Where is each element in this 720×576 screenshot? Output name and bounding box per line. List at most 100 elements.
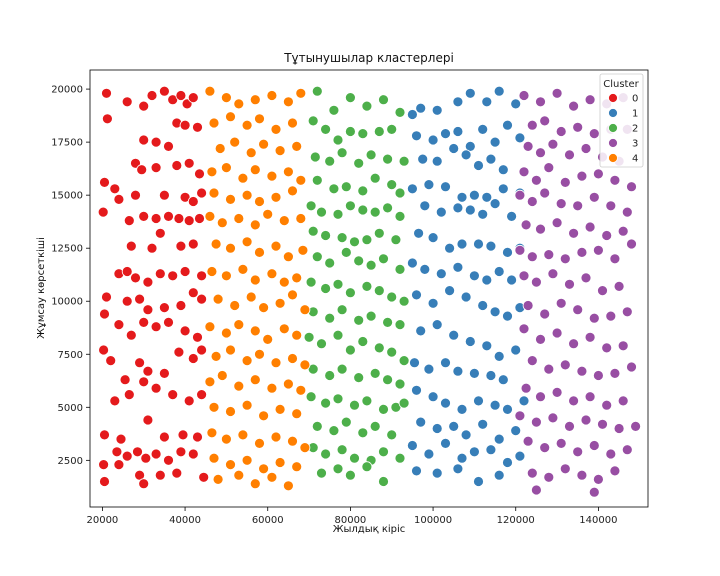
data-point [119,374,131,386]
data-point [568,227,579,239]
data-point [386,179,398,191]
data-point [409,357,420,369]
data-point [394,210,406,222]
data-point [183,157,195,169]
data-point [539,308,551,320]
data-point [373,126,385,137]
data-point [130,189,141,201]
data-point [311,85,323,97]
data-point [187,448,199,460]
data-point [539,442,551,454]
data-point [99,176,110,188]
data-point [208,401,220,413]
data-point [514,189,526,201]
data-point [158,302,170,314]
data-point [382,202,394,214]
data-point [361,234,373,246]
data-point [196,270,208,282]
data-point [493,350,505,362]
x-tick-label: 140000 [579,515,617,526]
data-point [204,210,216,222]
data-point [369,206,381,218]
data-point [340,416,352,428]
data-point [175,240,187,252]
data-point [411,130,422,142]
data-point [266,90,278,101]
data-point [187,92,199,103]
data-point [431,155,443,167]
data-point [398,295,410,307]
data-point [373,227,385,239]
data-point [460,429,472,441]
data-point [626,361,637,373]
x-tick-label: 100000 [414,515,452,526]
data-point [241,189,253,201]
data-point [361,395,373,407]
data-point [291,272,303,284]
data-point [522,140,534,152]
data-point [497,374,509,386]
data-point [282,480,294,492]
data-point [187,353,199,364]
data-point [125,329,137,341]
data-point [361,100,373,112]
data-point [353,372,365,384]
x-tick-label: 80000 [334,515,366,526]
data-point [382,153,394,165]
data-point [369,367,381,379]
data-point [142,365,154,377]
data-point [130,272,141,284]
data-point [206,266,218,277]
data-point [220,270,232,282]
data-point [427,391,439,403]
data-point [204,376,216,388]
x-tick-label: 120000 [497,515,535,526]
legend-entry-label: 2 [632,124,638,135]
data-point [320,283,332,294]
data-point [559,359,571,371]
data-point [311,251,323,263]
data-point [435,206,447,218]
legend-entry-label: 0 [632,94,638,105]
y-tick-label: 10000 [51,297,83,308]
legend-entry-label: 4 [632,154,638,165]
x-tick-label: 20000 [86,515,118,526]
data-point [206,427,218,439]
data-point [158,85,170,97]
data-point [109,395,121,407]
data-point [609,465,621,477]
data-point [452,126,464,137]
data-point [477,208,489,220]
data-point [576,469,588,481]
data-point [332,208,344,220]
data-point [121,295,133,307]
data-point [551,87,563,99]
data-point [229,300,241,311]
data-point [576,170,588,182]
data-point [194,213,205,224]
data-point [555,437,567,449]
data-point [502,457,513,468]
data-point [427,297,439,309]
data-point [241,119,253,131]
data-point [572,200,584,212]
legend-marker [608,123,618,133]
data-point [270,191,282,203]
data-point [526,355,538,367]
data-point [493,469,505,481]
y-tick-label: 12500 [51,244,83,255]
data-point [140,452,152,464]
data-point [406,109,418,120]
data-point [177,429,189,441]
data-point [531,416,542,428]
data-point [208,117,220,129]
data-point [369,420,381,432]
data-point [101,291,112,303]
data-point [584,94,596,106]
data-point [520,382,532,394]
data-point [464,140,476,152]
data-point [568,338,579,350]
data-point [460,291,472,303]
data-point [233,469,245,481]
data-point [320,123,332,135]
